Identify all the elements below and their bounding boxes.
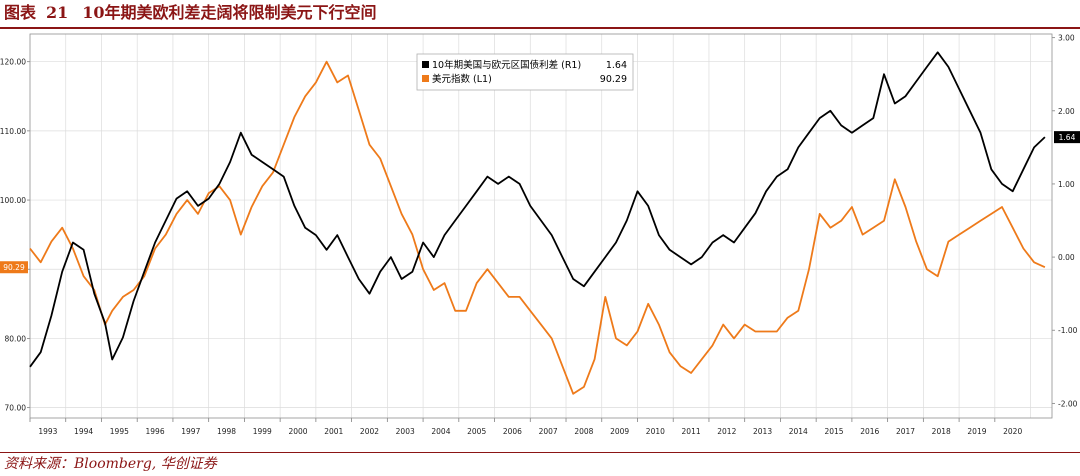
legend-label-spread: 10年期美国与欧元区国债利差 (R1) — [432, 59, 581, 71]
chart-area: 70.0080.0090.00100.00110.00120.00-2.00-1… — [0, 33, 1080, 436]
left-tick-label: 80.00 — [5, 334, 27, 343]
right-last-value-text: 1.64 — [1059, 133, 1076, 142]
axis-labels: 70.0080.0090.00100.00110.00120.00-2.00-1… — [0, 34, 1080, 436]
x-tick-label: 2000 — [288, 427, 307, 436]
right-last-value-badge — [1054, 131, 1080, 144]
title-divider — [0, 27, 1080, 29]
legend-swatch-dxy — [422, 75, 429, 82]
right-tick-label: 0.00 — [1058, 253, 1075, 262]
series-line-spread — [29, 51, 1046, 368]
x-tick-label: 2019 — [967, 427, 986, 436]
left-tick-label: 120.00 — [0, 58, 26, 67]
x-tick-label: 2010 — [646, 427, 665, 436]
left-tick-label: 70.00 — [5, 404, 27, 413]
series-lines — [29, 51, 1046, 395]
x-tick-label: 1993 — [38, 427, 57, 436]
legend-box — [416, 53, 634, 91]
x-tick-label: 1999 — [253, 427, 272, 436]
x-tick-label: 2008 — [574, 427, 593, 436]
legend: 10年期美国与欧元区国债利差 (R1) 1.64 美元指数 (L1) 90.29 — [416, 53, 634, 91]
right-tick-label: -1.00 — [1058, 326, 1078, 335]
figure-title: 图表 21 10年期美欧利差走阔将限制美元下行空间 — [4, 2, 377, 24]
x-tick-label: 1998 — [217, 427, 236, 436]
figure-title-text: 10年期美欧利差走阔将限制美元下行空间 — [82, 3, 377, 22]
legend-value-spread: 1.64 — [606, 60, 627, 71]
right-tick-label: 2.00 — [1058, 107, 1075, 116]
left-last-value-text: 90.29 — [3, 263, 25, 272]
left-tick-label: 110.00 — [0, 127, 26, 136]
x-tick-label: 2002 — [360, 427, 379, 436]
x-tick-label: 2020 — [1003, 427, 1022, 436]
plot-frame — [29, 33, 1053, 419]
x-tick-label: 2014 — [789, 427, 808, 436]
x-tick-label: 1997 — [181, 427, 200, 436]
x-tick-label: 2012 — [717, 427, 736, 436]
x-tick-label: 2013 — [753, 427, 772, 436]
x-tick-label: 1995 — [110, 427, 129, 436]
x-tick-label: 2016 — [860, 427, 879, 436]
left-last-value-badge — [0, 261, 28, 274]
right-tick-label: 1.00 — [1058, 180, 1075, 189]
x-tick-label: 1996 — [146, 427, 165, 436]
x-tick-label: 1994 — [74, 427, 93, 436]
figure-number: 21 — [46, 3, 69, 22]
source-divider — [0, 452, 1080, 453]
legend-swatch-spread — [422, 61, 429, 68]
x-tick-label: 2011 — [682, 427, 701, 436]
legend-label-dxy: 美元指数 (L1) — [432, 73, 492, 85]
series-line-dxy — [29, 60, 1046, 395]
x-tick-label: 2007 — [539, 427, 558, 436]
right-tick-label: -2.00 — [1058, 399, 1078, 408]
x-tick-label: 2001 — [324, 427, 343, 436]
grid-lines — [30, 34, 1052, 418]
source-note: 资料来源：Bloomberg, 华创证券 — [4, 456, 217, 472]
x-tick-label: 2003 — [396, 427, 415, 436]
x-tick-label: 2018 — [932, 427, 951, 436]
axes — [27, 33, 1055, 422]
x-tick-label: 2015 — [824, 427, 843, 436]
x-tick-label: 2009 — [610, 427, 629, 436]
figure-label: 图表 — [4, 3, 37, 22]
legend-value-dxy: 90.29 — [600, 74, 627, 85]
x-tick-label: 2005 — [467, 427, 486, 436]
x-tick-label: 2004 — [431, 427, 450, 436]
x-tick-label: 2006 — [503, 427, 522, 436]
right-tick-label: 3.00 — [1058, 34, 1075, 43]
x-tick-label: 2017 — [896, 427, 915, 436]
left-tick-label: 100.00 — [0, 196, 26, 205]
